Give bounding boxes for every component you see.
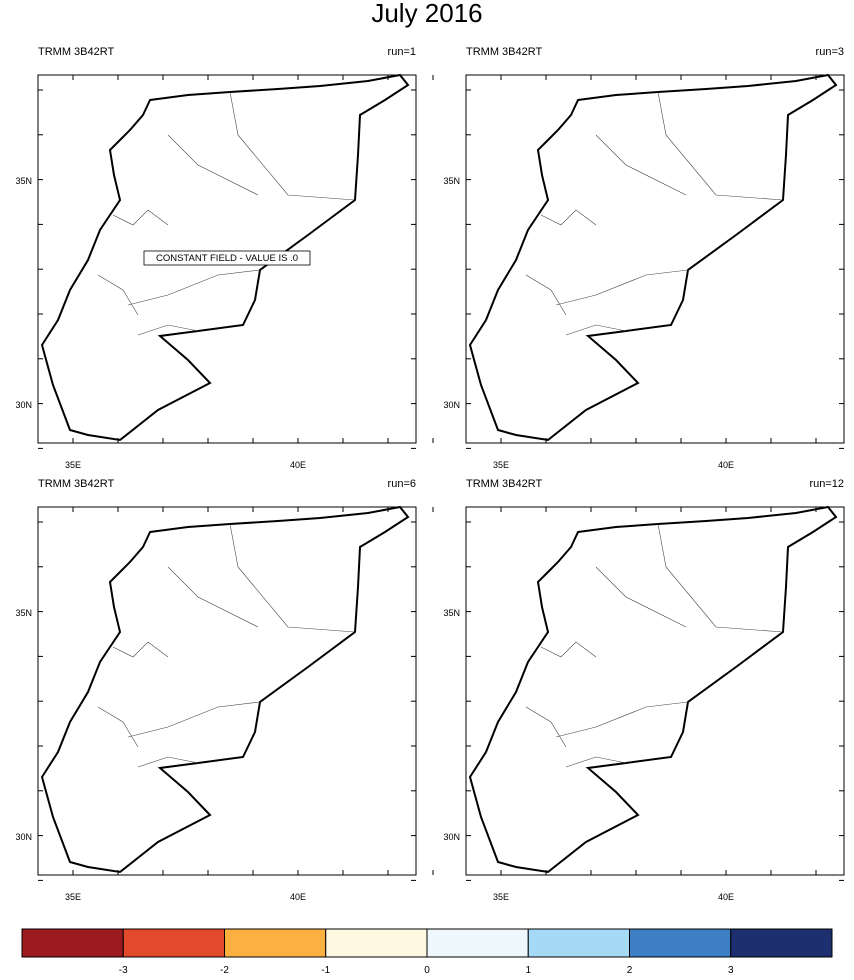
colorbar-box xyxy=(122,928,225,958)
lat-tick-label: 35N xyxy=(15,608,32,618)
panel-label: TRMM 3B42RT xyxy=(38,46,114,58)
map-panel: TRMM 3B42RT run=1 35N 30N 35E 40E CONSTANT FIE… xyxy=(15,46,434,470)
admin-boundary xyxy=(112,209,169,226)
admin-boundary xyxy=(525,274,567,316)
admin-boundary xyxy=(137,756,199,768)
lat-tick-label: 35N xyxy=(443,176,460,186)
country-outline xyxy=(468,505,838,874)
lat-tick-label: 30N xyxy=(15,832,32,842)
panel-label: TRMM 3B42RT xyxy=(38,478,114,490)
panel-label: TRMM 3B42RT xyxy=(466,478,542,490)
colorbar-box xyxy=(21,928,124,958)
admin-boundary xyxy=(595,134,687,196)
map-frame xyxy=(465,74,845,444)
lat-tick-label: 30N xyxy=(443,400,460,410)
admin-boundary xyxy=(595,566,687,628)
lon-tick-label: 40E xyxy=(718,892,734,902)
panel-run: run=12 xyxy=(809,478,844,490)
admin-boundary xyxy=(657,523,784,633)
admin-boundary xyxy=(565,324,627,336)
panel-run: run=1 xyxy=(388,46,416,58)
admin-boundary xyxy=(555,269,689,306)
colorbar-box xyxy=(426,928,529,958)
admin-boundary xyxy=(127,269,261,306)
map-frame xyxy=(465,506,845,876)
country-outline xyxy=(40,505,410,874)
lon-tick-label: 35E xyxy=(65,892,81,902)
lon-tick-label: 40E xyxy=(290,460,306,470)
colorbar-label: 2 xyxy=(627,965,633,975)
colorbar-label: -1 xyxy=(321,965,330,975)
colorbar-box xyxy=(527,928,630,958)
figure-title: July 2016 xyxy=(371,0,482,28)
admin-boundary xyxy=(127,701,261,738)
country-outline xyxy=(40,73,410,442)
map-panel: TRMM 3B42RT run=12 35N 30N 35E 40E xyxy=(443,478,845,902)
admin-boundary xyxy=(540,641,597,658)
admin-boundary xyxy=(525,706,567,748)
panel-run: run=6 xyxy=(388,478,416,490)
panel-run: run=3 xyxy=(816,46,844,58)
colorbar-label: -2 xyxy=(220,965,229,975)
lon-tick-label: 35E xyxy=(493,892,509,902)
lat-tick-label: 30N xyxy=(443,832,460,842)
admin-boundary xyxy=(167,566,259,628)
admin-boundary xyxy=(97,706,139,748)
map-frame xyxy=(37,74,417,444)
lon-tick-label: 40E xyxy=(290,892,306,902)
admin-boundary xyxy=(112,641,169,658)
country-outline xyxy=(468,73,838,442)
admin-boundary xyxy=(97,274,139,316)
lat-tick-label: 35N xyxy=(15,176,32,186)
lat-tick-label: 30N xyxy=(15,400,32,410)
admin-boundary xyxy=(167,134,259,196)
map-panel: TRMM 3B42RT run=3 35N 30N 35E 40E xyxy=(443,46,845,470)
colorbar-box xyxy=(730,928,833,958)
admin-boundary xyxy=(229,523,356,633)
annotation: CONSTANT FIELD - VALUE IS .0 xyxy=(156,253,298,264)
admin-boundary xyxy=(565,756,627,768)
lon-tick-label: 35E xyxy=(65,460,81,470)
colorbar-box xyxy=(629,928,732,958)
colorbar-label: 0 xyxy=(424,965,430,975)
map-frame xyxy=(37,506,417,876)
admin-boundary xyxy=(657,91,784,201)
lon-tick-label: 35E xyxy=(493,460,509,470)
colorbar-label: 1 xyxy=(525,965,531,975)
panel-label: TRMM 3B42RT xyxy=(466,46,542,58)
admin-boundary xyxy=(137,324,199,336)
colorbar-label: -3 xyxy=(119,965,128,975)
colorbar-label: 3 xyxy=(728,965,734,975)
colorbar-box xyxy=(224,928,327,958)
map-panel: TRMM 3B42RT run=6 35N 30N 35E 40E xyxy=(15,478,434,902)
admin-boundary xyxy=(555,701,689,738)
lon-tick-label: 40E xyxy=(718,460,734,470)
annotation-box xyxy=(143,250,311,266)
admin-boundary xyxy=(540,209,597,226)
lat-tick-label: 35N xyxy=(443,608,460,618)
colorbar-box xyxy=(325,928,428,958)
admin-boundary xyxy=(229,91,356,201)
